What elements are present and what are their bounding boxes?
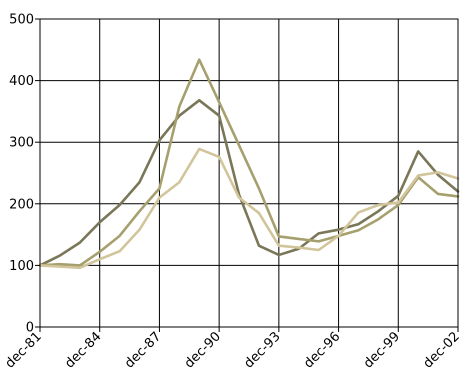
- x-tick-label: dec-81: [3, 329, 45, 371]
- x-tick-label: dec-84: [62, 329, 104, 371]
- x-axis-tick-labels: dec-81 dec-84 dec-87 dec-90 dec-93 dec-96 dec-…: [3, 329, 463, 371]
- series-line-2: [38, 58, 460, 267]
- plot-frame: [39, 18, 459, 328]
- grid-layer: [39, 18, 459, 328]
- x-tick-label: dec-87: [122, 329, 164, 371]
- axis-layer: [35, 18, 459, 332]
- series-line-1: [38, 99, 460, 267]
- y-tick-label: 200: [9, 197, 34, 212]
- y-tick-label: 500: [9, 13, 34, 28]
- series-line-3: [38, 147, 460, 270]
- x-tick-label: dec-02: [421, 329, 463, 371]
- x-tick-label: dec-99: [361, 329, 403, 371]
- y-tick-label: 300: [9, 136, 34, 151]
- y-tick-label: 100: [9, 259, 34, 274]
- series-layer: [38, 58, 460, 270]
- x-tick-label: dec-93: [242, 329, 284, 371]
- x-tick-label: dec-96: [301, 329, 343, 371]
- y-tick-label: 400: [9, 74, 34, 89]
- x-tick-label: dec-90: [182, 329, 224, 371]
- y-axis-tick-labels: 0 100 200 300 400 500: [9, 13, 34, 336]
- y-tick-label: 0: [26, 321, 34, 336]
